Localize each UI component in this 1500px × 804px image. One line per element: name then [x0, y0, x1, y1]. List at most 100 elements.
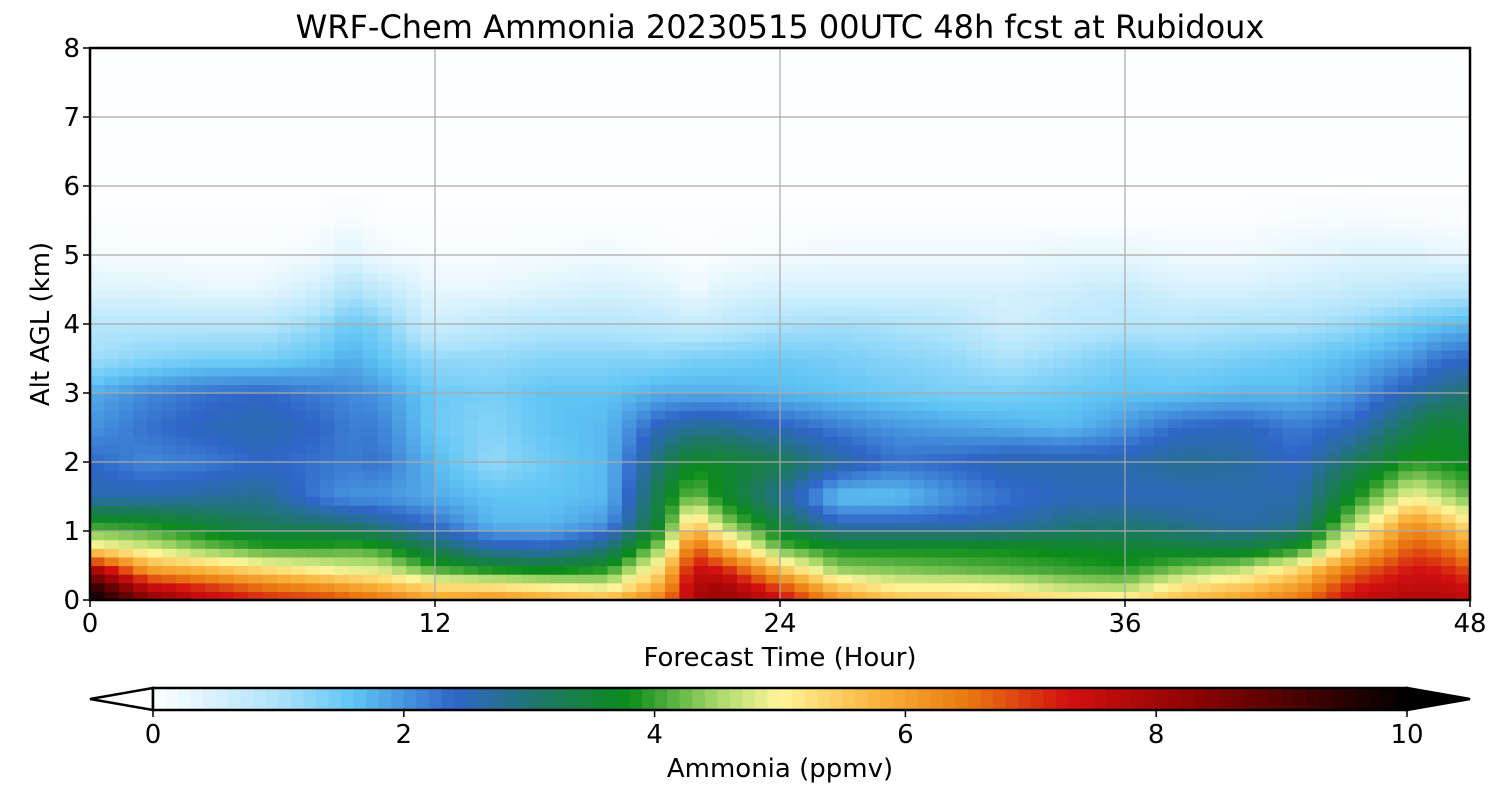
heatmap-cell [233, 160, 249, 170]
heatmap-cell [262, 479, 278, 489]
heatmap-cell [90, 315, 105, 325]
heatmap-cell [837, 539, 853, 549]
heatmap-cell [190, 462, 206, 472]
heatmap-cell [578, 341, 594, 351]
heatmap-cell [1297, 255, 1313, 265]
heatmap-cell [708, 522, 724, 532]
heatmap-cell [233, 263, 249, 273]
heatmap-cell [118, 427, 134, 437]
heatmap-cell [909, 505, 925, 515]
heatmap-cell [521, 487, 537, 498]
heatmap-cell [535, 470, 551, 480]
heatmap-cell [233, 427, 249, 437]
heatmap-cell [751, 168, 767, 178]
heatmap-cell [550, 186, 565, 196]
heatmap-cell [176, 470, 192, 480]
heatmap-cell [205, 349, 220, 360]
heatmap-cell [1412, 539, 1428, 549]
heatmap-cell [808, 280, 824, 291]
heatmap-cell [506, 315, 522, 325]
heatmap-cell [722, 384, 738, 394]
heatmap-cell [90, 531, 105, 541]
heatmap-cell [593, 565, 609, 575]
heatmap-cell [521, 237, 537, 247]
heatmap-cell [1096, 487, 1112, 498]
heatmap-cell [348, 582, 364, 592]
heatmap-cell [334, 168, 350, 178]
heatmap-cell [923, 203, 939, 213]
heatmap-cell [679, 177, 695, 187]
heatmap-cell [478, 531, 494, 541]
heatmap-cell [1182, 306, 1198, 316]
heatmap-cell [1268, 375, 1284, 385]
heatmap-cell [923, 393, 939, 403]
heatmap-cell [1398, 306, 1414, 316]
heatmap-cell [205, 160, 220, 170]
heatmap-cell [693, 186, 709, 196]
heatmap-cell [219, 522, 235, 532]
heatmap-cell [248, 513, 264, 523]
heatmap-cell [736, 367, 752, 377]
heatmap-cell [952, 401, 968, 411]
heatmap-cell [463, 289, 479, 299]
heatmap-cell [952, 470, 968, 480]
heatmap-cell [1340, 237, 1356, 247]
heatmap-cell [104, 582, 120, 592]
heatmap-cell [1225, 505, 1241, 515]
heatmap-cell [305, 522, 321, 532]
heatmap-cell [133, 194, 149, 204]
heatmap-cell [1153, 453, 1169, 463]
heatmap-cell [952, 574, 968, 584]
heatmap-cell [1240, 513, 1255, 523]
heatmap-cell [435, 505, 450, 515]
heatmap-cell [478, 332, 494, 342]
heatmap-cell [1426, 418, 1442, 429]
heatmap-cell [722, 255, 738, 265]
heatmap-cell [578, 436, 594, 446]
heatmap-cell [794, 444, 810, 454]
heatmap-cell [248, 401, 264, 411]
heatmap-cell [722, 168, 738, 178]
heatmap-cell [923, 470, 939, 480]
heatmap-cell [564, 289, 580, 299]
heatmap-cell [708, 263, 724, 273]
heatmap-cell [1240, 393, 1255, 403]
heatmap-cell [1455, 203, 1471, 213]
heatmap-cell [780, 591, 795, 601]
heatmap-cell [1311, 298, 1327, 308]
heatmap-cell [1426, 591, 1442, 601]
heatmap-cell [1412, 367, 1428, 377]
heatmap-cell [176, 160, 192, 170]
heatmap-cell [1139, 237, 1155, 247]
heatmap-cell [1240, 556, 1255, 567]
heatmap-cell [334, 237, 350, 247]
heatmap-cell [291, 496, 307, 506]
heatmap-cell [104, 341, 120, 351]
heatmap-cell [564, 194, 580, 204]
heatmap-cell [952, 237, 968, 247]
heatmap-cell [1398, 453, 1414, 463]
heatmap-cell [952, 531, 968, 541]
heatmap-cell [1096, 332, 1112, 342]
heatmap-cell [866, 280, 882, 291]
heatmap-cell [1355, 384, 1370, 394]
heatmap-cell [276, 539, 292, 549]
heatmap-cell [880, 237, 896, 247]
heatmap-cell [837, 306, 853, 316]
heatmap-cell [363, 349, 379, 360]
heatmap-cell [463, 255, 479, 265]
heatmap-cell [679, 246, 695, 256]
heatmap-cell [880, 427, 896, 437]
heatmap-cell [420, 462, 436, 472]
heatmap-cell [521, 186, 537, 196]
heatmap-cell [693, 574, 709, 584]
heatmap-cell [722, 513, 738, 523]
heatmap-cell [1297, 263, 1313, 273]
heatmap-cell [765, 462, 781, 472]
heatmap-cell [1441, 384, 1457, 394]
heatmap-cell [780, 272, 795, 282]
heatmap-cell [1139, 358, 1155, 368]
heatmap-cell [966, 427, 982, 437]
heatmap-cell [190, 487, 206, 498]
heatmap-cell [1225, 410, 1241, 420]
